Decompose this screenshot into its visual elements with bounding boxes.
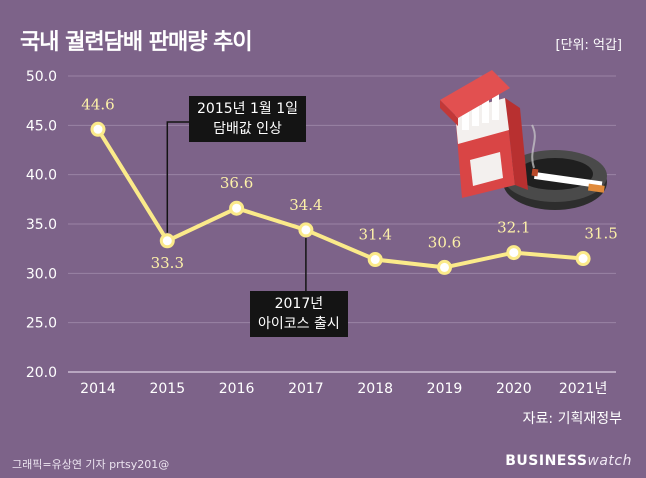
series-line bbox=[96, 128, 584, 270]
x-tick-2017: 2017 bbox=[288, 381, 324, 397]
marker-2016 bbox=[229, 200, 245, 216]
graphic-credit: 그래픽=유상연 기자 prtsy201@ bbox=[12, 458, 170, 471]
data-label-2018: 31.4 bbox=[358, 226, 391, 244]
brand-bold: BUSINESS bbox=[505, 453, 588, 469]
x-tick-2018: 2018 bbox=[357, 381, 393, 397]
y-tick-45.0: 45.0 bbox=[26, 118, 57, 134]
callout-leaders bbox=[166, 121, 307, 319]
y-tick-40.0: 40.0 bbox=[26, 168, 57, 184]
x-tick-2015: 2015 bbox=[149, 381, 185, 397]
callout-iqos-launch: 2017년 아이코스 출시 bbox=[250, 291, 348, 337]
data-label-2021년: 31.5 bbox=[584, 225, 617, 243]
callout-price-hike-line1: 2015년 1월 1일 bbox=[197, 101, 298, 117]
data-markers bbox=[90, 121, 591, 275]
marker-2020 bbox=[506, 245, 522, 261]
x-tick-2021년: 2021년 bbox=[559, 381, 608, 397]
data-labels: 44.6 33.3 36.6 34.4 31.4 30.6 32.1 31.5 bbox=[81, 95, 618, 271]
x-axis-ticks: 2014 2015 2016 2017 2018 2019 2020 2021년 bbox=[80, 381, 607, 397]
marker-2015 bbox=[159, 233, 175, 249]
data-label-2014: 44.6 bbox=[81, 95, 114, 113]
data-label-2019: 30.6 bbox=[428, 233, 461, 251]
callout-price-hike-line2: 담배값 인상 bbox=[213, 121, 282, 137]
callout-iqos-launch-line2: 아이코스 출시 bbox=[258, 316, 340, 332]
marker-2018 bbox=[367, 252, 383, 268]
x-tick-2014: 2014 bbox=[80, 381, 116, 397]
y-tick-20.0: 20.0 bbox=[26, 365, 57, 381]
brand-light: watch bbox=[587, 453, 632, 469]
x-tick-2016: 2016 bbox=[219, 381, 255, 397]
data-label-2016: 36.6 bbox=[220, 174, 253, 192]
x-tick-2020: 2020 bbox=[496, 381, 532, 397]
page-title: 국내 궐련담배 판매량 추이 bbox=[20, 30, 253, 55]
y-tick-35.0: 35.0 bbox=[26, 217, 57, 233]
cigarette-illustration bbox=[440, 70, 607, 210]
data-label-2020: 32.1 bbox=[497, 219, 530, 237]
brand-logo: BUSINESSwatch bbox=[505, 453, 632, 469]
source-note: 자료: 기획재정부 bbox=[522, 411, 622, 427]
callout-price-hike: 2015년 1월 1일 담배값 인상 bbox=[189, 96, 306, 142]
y-tick-30.0: 30.0 bbox=[26, 266, 57, 282]
x-tick-2019: 2019 bbox=[427, 381, 463, 397]
marker-2019 bbox=[437, 259, 452, 275]
y-tick-25.0: 25.0 bbox=[26, 316, 57, 332]
y-axis-ticks: 20.0 25.0 30.0 35.0 40.0 45.0 50.0 bbox=[26, 69, 57, 381]
data-label-2017: 34.4 bbox=[289, 196, 322, 214]
y-tick-50.0: 50.0 bbox=[26, 69, 57, 85]
marker-2017 bbox=[298, 222, 314, 238]
callout-iqos-launch-line1: 2017년 bbox=[274, 296, 324, 312]
data-label-2015: 33.3 bbox=[151, 254, 184, 272]
leader-price-hike bbox=[166, 121, 189, 233]
unit-label: [단위: 억갑] bbox=[555, 38, 623, 53]
marker-2014 bbox=[90, 121, 106, 137]
marker-2021년 bbox=[575, 251, 591, 267]
